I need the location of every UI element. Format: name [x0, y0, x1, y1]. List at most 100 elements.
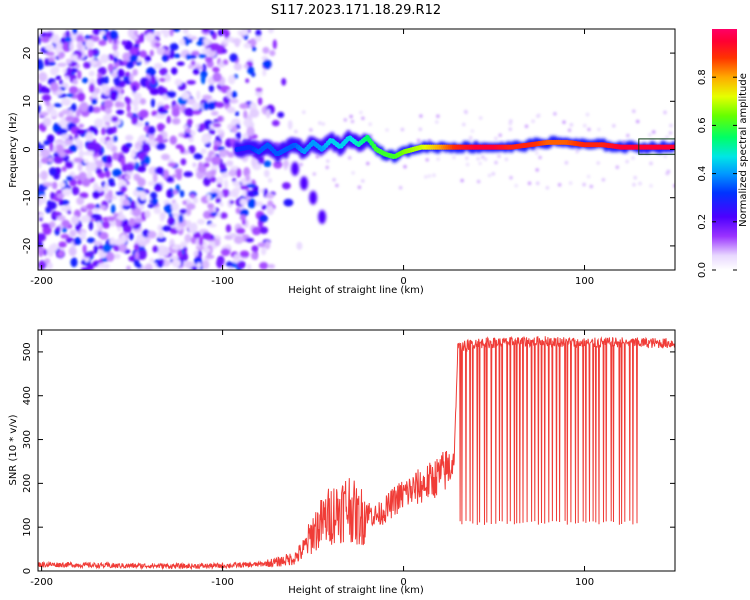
noise-cell [463, 109, 468, 114]
noise-cell [112, 125, 117, 134]
noise-cell [509, 175, 513, 180]
noise-cell [113, 76, 121, 86]
noise-cell [125, 61, 135, 69]
noise-cell [92, 190, 100, 199]
noise-cell [187, 64, 194, 70]
noise-cell [470, 129, 475, 133]
noise-cell [239, 103, 249, 109]
noise-cell [105, 170, 111, 178]
noise-cell [159, 212, 166, 220]
noise-cell [102, 85, 110, 90]
noise-cell [220, 212, 228, 219]
noise-cell [146, 67, 156, 77]
noise-cell [65, 161, 74, 169]
noise-cell [232, 180, 241, 187]
noise-cell [243, 42, 252, 49]
noise-cell [173, 53, 181, 58]
noise-cell [93, 244, 99, 254]
noise-cell [263, 160, 272, 168]
noise-cell [91, 35, 100, 42]
noise-cell [106, 216, 116, 222]
noise-cell [201, 135, 211, 144]
noise-cell [169, 29, 174, 37]
noise-cell [138, 109, 149, 119]
noise-cell [243, 63, 248, 69]
noise-cell [226, 36, 235, 43]
noise-cell [124, 96, 130, 102]
noise-cell [89, 83, 95, 94]
noise-cell [103, 99, 114, 109]
noise-cell [246, 263, 252, 270]
noise-cell [273, 161, 283, 169]
noise-cell [169, 135, 177, 145]
noise-cell [83, 159, 89, 164]
noise-cell [137, 241, 148, 247]
noise-cell [190, 236, 197, 244]
noise-cell [416, 138, 421, 143]
noise-cell [116, 68, 125, 78]
noise-cell [538, 155, 542, 160]
noise-cell [508, 127, 513, 131]
noise-cell [139, 32, 145, 43]
noise-cell [128, 232, 134, 241]
noise-cell [145, 263, 153, 270]
noise-cell [481, 155, 485, 159]
noise-cell [171, 259, 181, 268]
noise-cell [243, 118, 251, 127]
noise-cell [183, 108, 191, 116]
noise-cell [77, 70, 82, 80]
noise-cell [233, 63, 243, 71]
noise-cell [176, 61, 185, 66]
noise-cell [235, 132, 242, 140]
noise-cell [147, 125, 156, 135]
noise-cell [48, 221, 56, 229]
noise-cell [101, 221, 111, 229]
noise-cell [218, 149, 228, 158]
noise-cell [487, 173, 492, 178]
noise-cell [237, 30, 242, 36]
noise-cell [254, 35, 262, 42]
noise-cell [209, 29, 215, 36]
noise-cell [203, 210, 212, 219]
noise-cell [172, 29, 181, 33]
noise-cell [186, 208, 192, 216]
noise-cell [45, 51, 55, 56]
noise-cell [98, 39, 107, 46]
noise-cell [648, 132, 652, 137]
noise-cell [44, 101, 51, 107]
noise-cell [201, 260, 210, 270]
noise-cell [163, 31, 169, 38]
noise-cell [216, 176, 224, 185]
noise-cell [161, 53, 168, 63]
noise-cell [191, 60, 196, 66]
noise-cell [663, 154, 668, 159]
noise-cell [220, 248, 231, 257]
colorbar-tick-label: 0.0 [697, 262, 708, 278]
y-tick-label: -10 [22, 190, 33, 206]
noise-cell [201, 29, 210, 33]
snr-series [38, 336, 675, 571]
noise-cell [170, 67, 178, 75]
noise-cell [418, 127, 423, 132]
noise-cell [483, 157, 488, 161]
noise-cell [255, 29, 262, 38]
noise-cell [97, 73, 102, 78]
noise-cell [59, 128, 68, 136]
noise-cell [75, 225, 81, 232]
noise-cell [141, 142, 151, 153]
noise-cell [86, 203, 96, 210]
x-tick-label: -100 [211, 276, 234, 287]
noise-cell [150, 75, 157, 86]
noise-cell [545, 186, 550, 190]
noise-cell [71, 186, 80, 196]
noise-cell [663, 110, 667, 115]
noise-cell [272, 39, 277, 50]
noise-cell [349, 114, 353, 119]
noise-cell [40, 170, 48, 181]
noise-cell [601, 178, 606, 182]
noise-cell [154, 114, 165, 119]
noise-cell [137, 249, 147, 260]
noise-cell [259, 226, 269, 234]
noise-cell [38, 233, 43, 243]
noise-cell [93, 240, 103, 246]
